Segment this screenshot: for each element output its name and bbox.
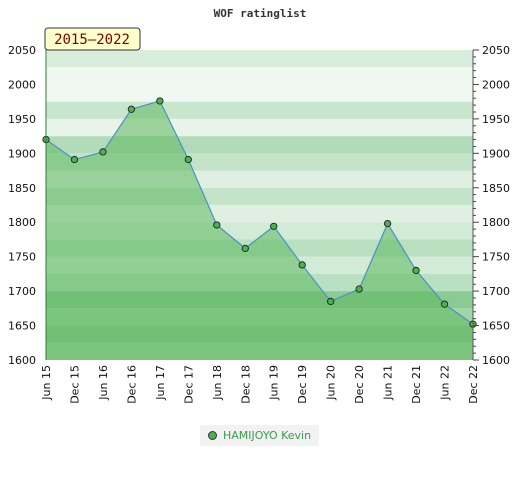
- x-tick-label: Dec 16: [125, 365, 138, 404]
- data-points: [42, 97, 477, 328]
- x-tick-label: Dec 22: [467, 365, 480, 404]
- y-tick-label-right: 1600: [482, 354, 510, 367]
- x-tick-label: Jun 18: [211, 365, 224, 401]
- background-band: [46, 67, 473, 85]
- x-tick-label: Jun 15: [40, 365, 53, 401]
- period-badge-text: 2015–2022: [54, 32, 130, 48]
- data-point: [270, 222, 278, 231]
- y-axis-left: 1600 1650 1700 1750 1800 1850 1900 1950 2000 2050: [8, 44, 47, 367]
- data-point: [355, 285, 363, 293]
- data-point: [213, 221, 221, 229]
- y-tick-label-left: 1750: [8, 251, 36, 264]
- data-point: [383, 219, 392, 228]
- y-tick-label-right: 1900: [482, 147, 510, 160]
- x-tick-label: Dec 15: [68, 365, 81, 404]
- y-tick-label-right: 1650: [482, 320, 510, 333]
- legend-label: HAMIJOYO Kevin: [223, 429, 312, 442]
- background-band: [46, 84, 473, 102]
- y-tick-label-left: 1950: [8, 113, 36, 126]
- data-point: [184, 155, 192, 164]
- y-tick-label-right: 1800: [482, 216, 510, 229]
- data-point: [156, 97, 164, 105]
- x-tick-label: Dec 17: [182, 365, 195, 404]
- x-tick-label: Jun 21: [382, 365, 395, 401]
- y-tick-label-right: 2000: [482, 78, 510, 91]
- y-tick-label-right: 1700: [482, 285, 510, 298]
- x-axis: Jun 15 Dec 15 Jun 16 Dec 16 Jun 17 Dec 17 Jun …: [40, 365, 480, 404]
- y-tick-label-left: 1900: [8, 147, 36, 160]
- x-tick-label: Dec 18: [239, 365, 252, 404]
- x-tick-label: Jun 22: [439, 365, 452, 401]
- y-tick-label-right: 1950: [482, 113, 510, 126]
- x-tick-label: Jun 17: [154, 365, 167, 401]
- background-band: [46, 118, 473, 137]
- x-tick-label: Dec 19: [296, 365, 309, 404]
- x-tick-label: Jun 16: [97, 365, 110, 401]
- y-tick-label-right: 1850: [482, 182, 510, 195]
- y-tick-label-left: 1700: [8, 285, 36, 298]
- x-tick-label: Dec 21: [410, 365, 423, 404]
- rating-area: [46, 100, 473, 360]
- y-tick-label-left: 2050: [8, 44, 36, 57]
- y-tick-label-left: 2000: [8, 78, 36, 91]
- period-badge: 2015–2022: [44, 27, 141, 51]
- data-point: [241, 244, 249, 253]
- y-tick-label-left: 1650: [8, 320, 36, 333]
- rating-line: [45, 100, 474, 325]
- data-point: [327, 297, 335, 306]
- chart-title: WOF ratinglist: [214, 7, 307, 20]
- data-point: [440, 300, 449, 308]
- data-point: [412, 266, 420, 275]
- y-tick-label-right: 1750: [482, 251, 510, 264]
- x-tick-label: Dec 20: [353, 365, 366, 404]
- y-axis-right: 1600 1650 1700 1750 1800 1850 1900 1950 2000 2050: [472, 44, 510, 367]
- legend: HAMIJOYO Kevin: [200, 425, 320, 446]
- y-tick-label-left: 1800: [8, 216, 36, 229]
- x-tick-label: Jun 20: [325, 365, 338, 401]
- y-tick-label-left: 1850: [8, 182, 36, 195]
- y-tick-label-right: 2050: [482, 44, 510, 57]
- background-band: [46, 101, 473, 119]
- data-point: [99, 148, 107, 156]
- x-tick-label: Jun 19: [268, 365, 281, 401]
- background-band: [46, 50, 473, 68]
- y-tick-label-left: 1600: [8, 354, 36, 367]
- data-point: [127, 105, 136, 113]
- data-point: [70, 155, 79, 164]
- legend-marker-icon: [208, 431, 217, 440]
- data-point: [298, 261, 306, 269]
